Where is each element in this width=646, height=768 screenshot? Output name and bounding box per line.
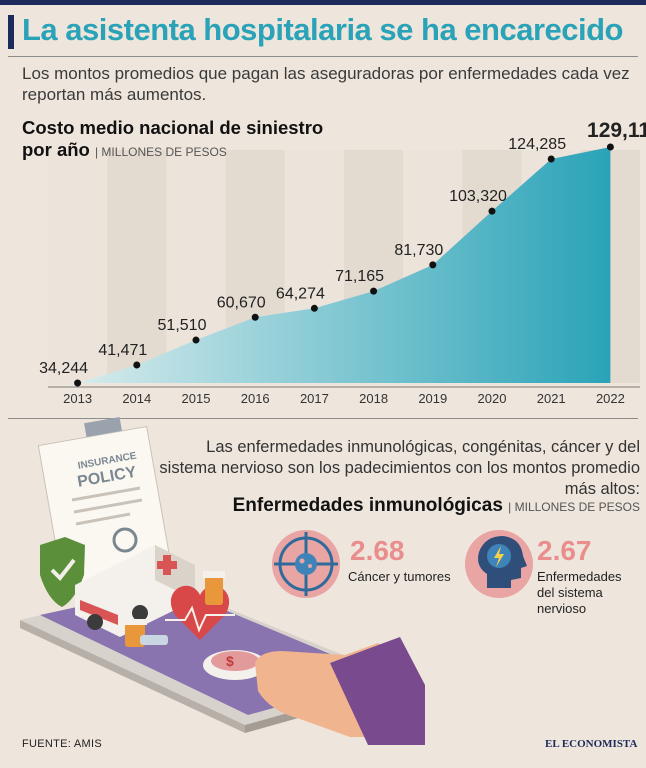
data-point bbox=[251, 313, 259, 321]
data-label: 103,320 bbox=[449, 188, 507, 205]
year-band bbox=[48, 150, 108, 383]
data-label: 64,274 bbox=[276, 285, 325, 302]
cancer-value: 2.68 bbox=[350, 535, 405, 566]
x-tick-label: 2022 bbox=[596, 391, 625, 406]
payment-button-icon: $ bbox=[203, 650, 267, 680]
series-area bbox=[77, 147, 611, 383]
virus-icon bbox=[272, 530, 340, 598]
top-rule bbox=[0, 0, 646, 5]
data-label: 124,285 bbox=[508, 136, 566, 153]
section-title-text: Enfermedades inmunológicas bbox=[232, 495, 503, 516]
cancer-label: Cáncer y tumores bbox=[348, 569, 451, 584]
nervous-label: Enfermedades del sistema nervioso bbox=[537, 569, 622, 616]
data-point bbox=[74, 379, 82, 387]
data-point bbox=[429, 261, 437, 269]
x-tick-label: 2017 bbox=[300, 391, 329, 406]
pointing-hand-icon bbox=[255, 637, 425, 745]
page-title: La asistenta hospitalaria se ha encareci… bbox=[22, 12, 623, 47]
data-label: 41,471 bbox=[98, 342, 147, 359]
page-subtitle: Los montos promedios que pagan las asegu… bbox=[22, 64, 630, 104]
title-accent-bar bbox=[8, 15, 14, 49]
section-divider bbox=[8, 418, 638, 419]
svg-text:$: $ bbox=[226, 653, 234, 669]
data-point bbox=[488, 207, 496, 215]
area-chart: 34,244 2013 41,471 2014 51,510 2015 60,670 2016… bbox=[39, 119, 646, 406]
data-label: 71,165 bbox=[335, 268, 384, 285]
data-label: 51,510 bbox=[158, 317, 207, 334]
x-tick-label: 2021 bbox=[537, 391, 566, 406]
x-tick-label: 2013 bbox=[63, 391, 92, 406]
section-title: Enfermedades inmunológicas | MILLONES DE… bbox=[150, 495, 640, 517]
data-label: 81,730 bbox=[394, 242, 443, 259]
section-unit: | MILLONES DE PESOS bbox=[508, 500, 640, 514]
section-text: Las enfermedades inmunológicas, congénit… bbox=[159, 438, 640, 498]
source-note: FUENTE: AMIS bbox=[22, 738, 102, 750]
data-label: 129,113 bbox=[587, 119, 646, 142]
data-point bbox=[192, 336, 200, 344]
data-label: 34,244 bbox=[39, 360, 88, 377]
insurance-illustration: INSURANCE POLICY $ bbox=[20, 416, 425, 745]
x-tick-label: 2018 bbox=[359, 391, 388, 406]
chart-unit: | MILLONES DE PESOS bbox=[94, 145, 227, 159]
shield-check-icon bbox=[40, 537, 85, 607]
x-tick-label: 2015 bbox=[182, 391, 211, 406]
brain-head-icon bbox=[465, 530, 533, 598]
chart-title-text: Costo medio nacional de siniestro por añ… bbox=[22, 117, 324, 160]
data-label: 60,670 bbox=[217, 294, 266, 311]
x-tick-label: 2014 bbox=[122, 391, 151, 406]
data-point bbox=[133, 361, 141, 369]
pill-bottle-icon bbox=[123, 571, 225, 647]
nervous-value: 2.67 bbox=[537, 535, 592, 566]
x-tick-label: 2019 bbox=[418, 391, 447, 406]
title-divider bbox=[8, 56, 638, 57]
data-point bbox=[547, 155, 555, 163]
x-tick-label: 2020 bbox=[478, 391, 507, 406]
data-point bbox=[310, 304, 318, 312]
data-point bbox=[370, 287, 378, 295]
x-tick-label: 2016 bbox=[241, 391, 270, 406]
data-point bbox=[606, 143, 614, 151]
brand-logo: EL ECONOMISTA bbox=[545, 738, 638, 750]
chart-title: Costo medio nacional de siniestro por añ… bbox=[22, 117, 352, 163]
year-band bbox=[107, 150, 167, 383]
